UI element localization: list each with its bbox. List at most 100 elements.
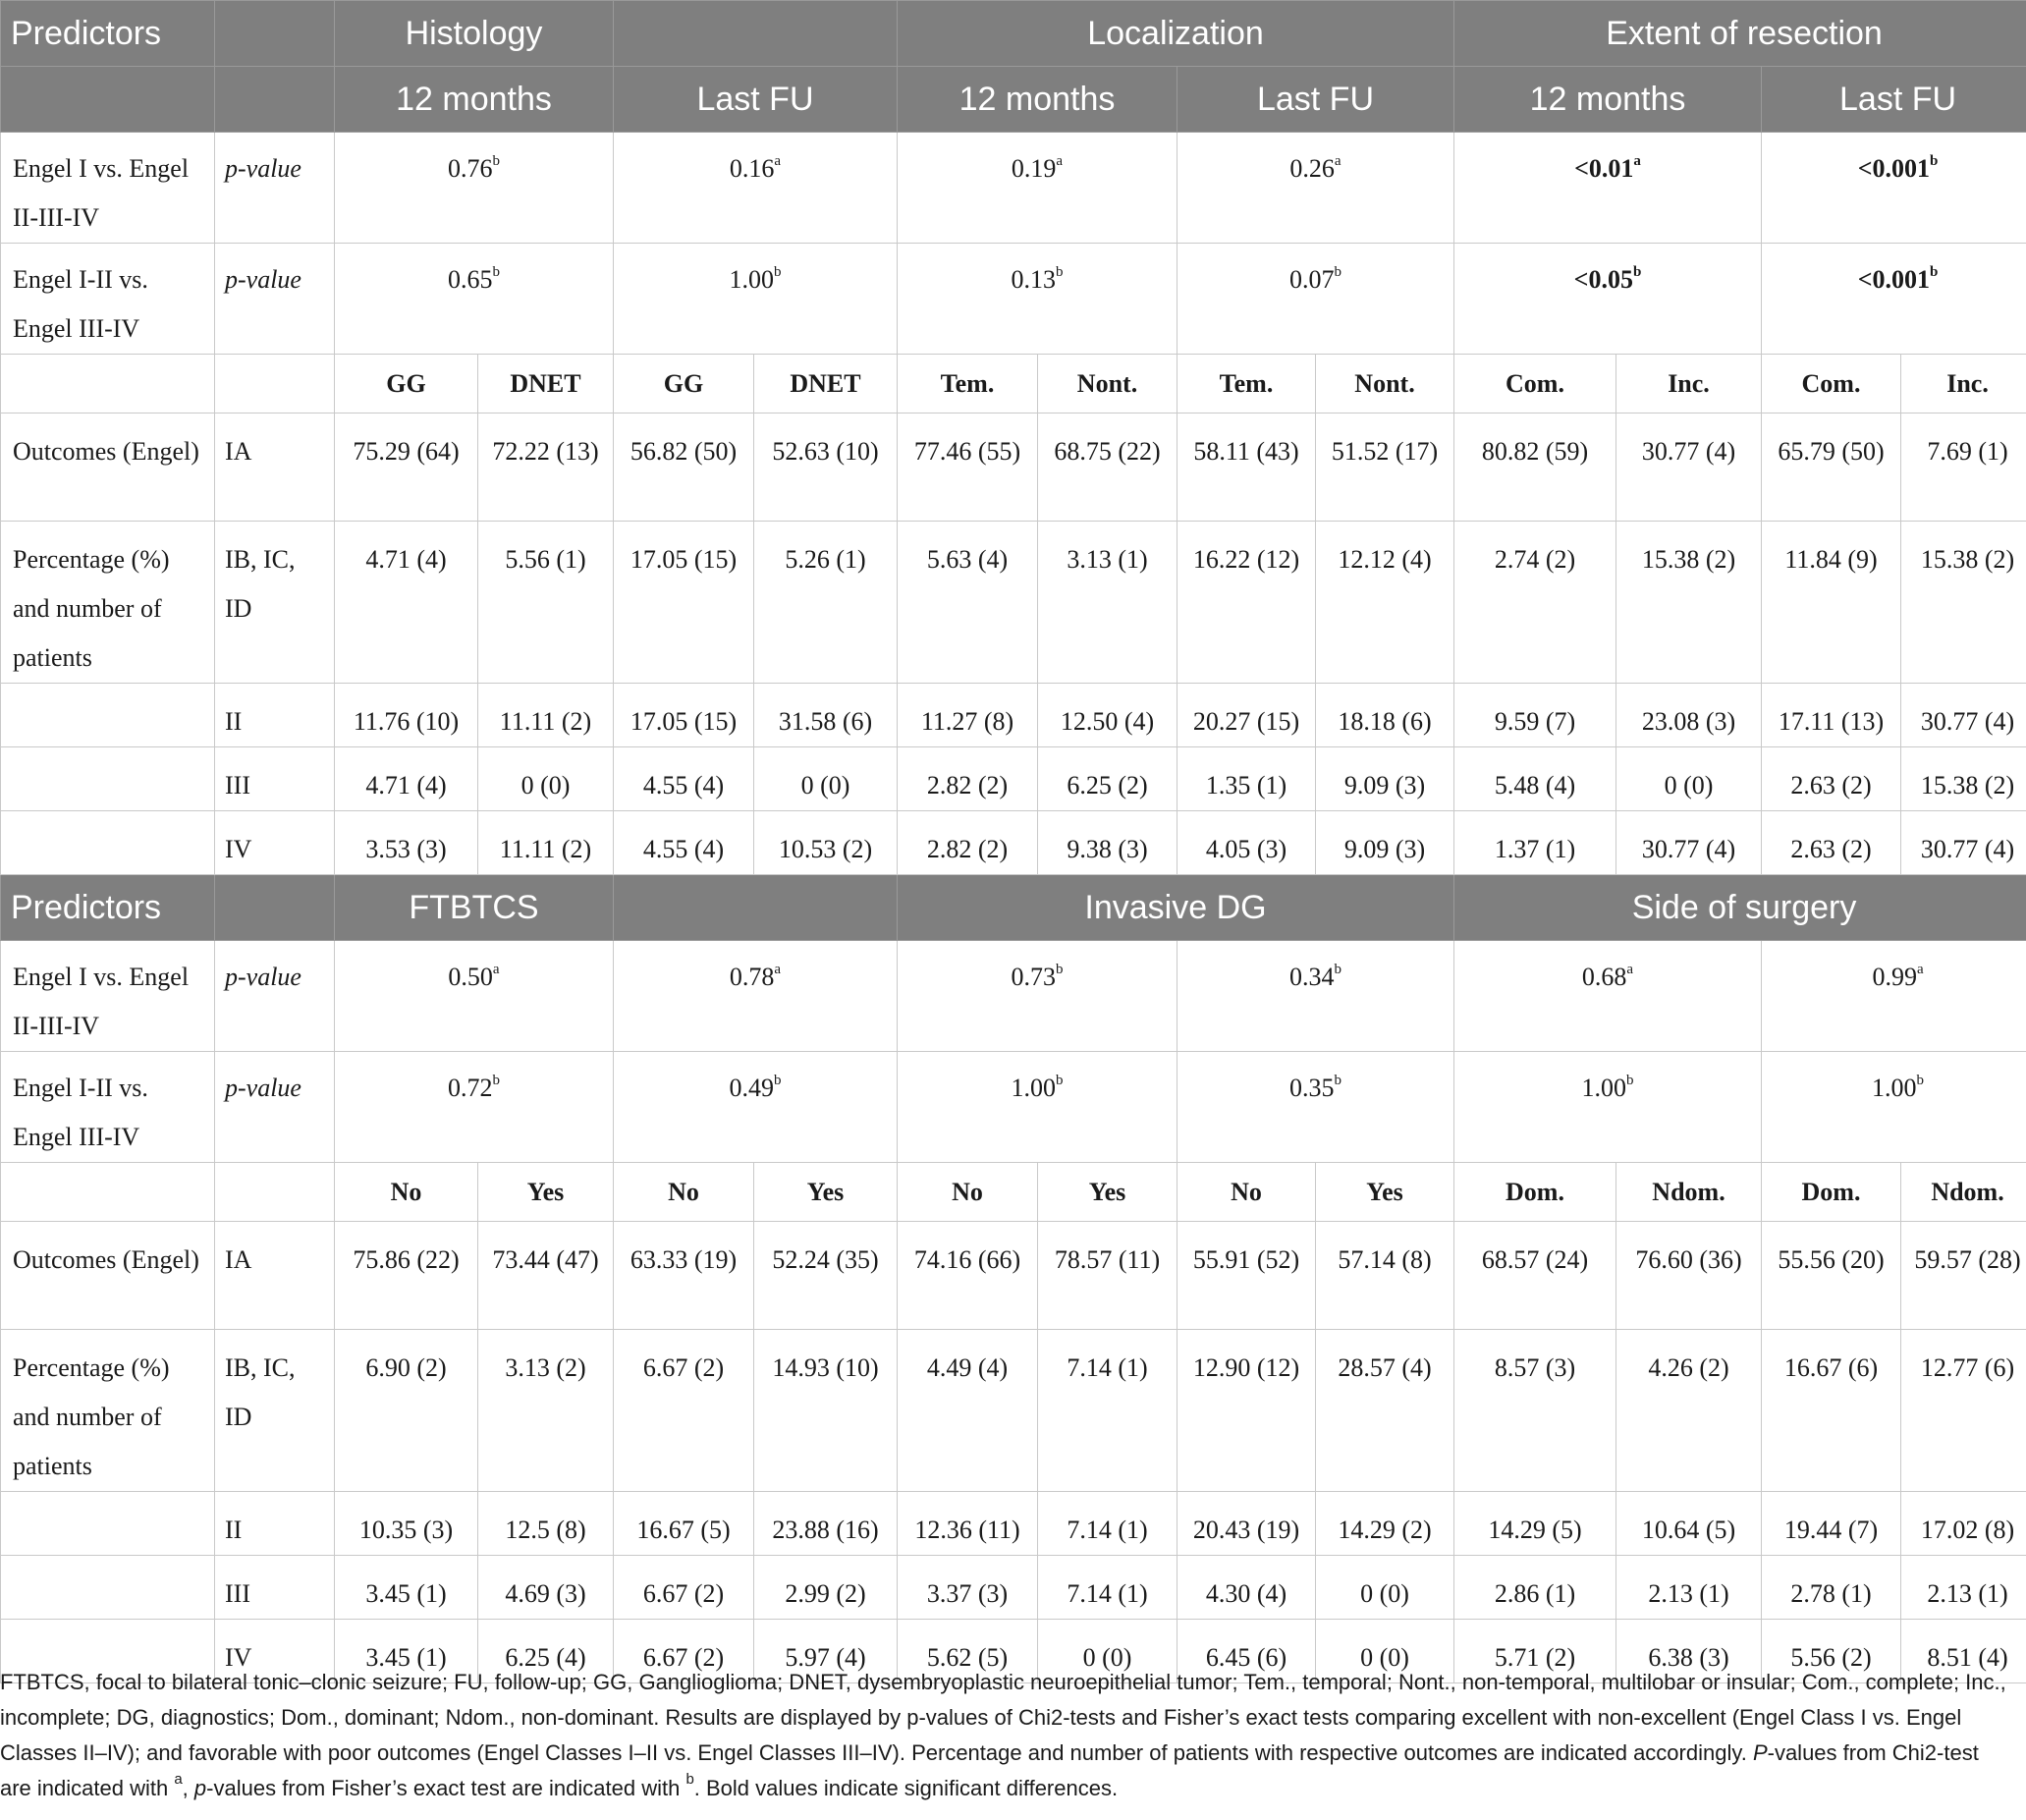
outcome-cell: 56.82 (50) — [613, 413, 754, 522]
subgroup-empty-cell — [0, 354, 215, 414]
pvalue-row: Engel I-II vs. Engel III-IV p-value 0.65b 1… — [0, 243, 2026, 355]
engel-class: III — [214, 1555, 335, 1620]
pvalue-cell: 0.35b — [1177, 1051, 1454, 1163]
subgroup-header: No — [613, 1162, 754, 1222]
engel-class: III — [214, 746, 335, 811]
outcome-cell: 20.27 (15) — [1177, 683, 1316, 747]
results-table: Predictors Histology Localization Extent of… — [0, 0, 2026, 1683]
outcome-cell: 15.38 (2) — [1899, 521, 2026, 684]
pvalue-cell: 0.13b — [897, 243, 1177, 355]
timepoint-header: Last FU — [613, 66, 898, 133]
outcome-cell: 1.35 (1) — [1177, 746, 1316, 811]
stat-label-text: p-value — [225, 265, 301, 294]
footnote-text-1: FTBTCS, focal to bilateral tonic–clonic … — [0, 1670, 2006, 1765]
predictors-header: Predictors — [0, 874, 215, 941]
pvalue-test-marker: b — [492, 1073, 501, 1088]
outcome-cell: 4.55 (4) — [613, 746, 754, 811]
pvalue-cell: <0.05b — [1453, 243, 1762, 355]
outcome-cell: 23.88 (16) — [753, 1491, 898, 1556]
subgroup-empty-cell — [0, 1162, 215, 1222]
group-header: Histology — [334, 0, 614, 67]
outcome-cell: 11.11 (2) — [477, 683, 614, 747]
timepoint-header: Last FU — [1760, 66, 2026, 133]
outcome-cell: 9.09 (3) — [1315, 746, 1454, 811]
outcome-cell: 9.09 (3) — [1315, 810, 1454, 875]
outcome-cell: 3.45 (1) — [334, 1619, 478, 1683]
outcome-cell: 30.77 (4) — [1899, 683, 2026, 747]
group-header-spacer — [613, 0, 898, 67]
pvalue-value: 1.00 — [1581, 1074, 1627, 1102]
outcome-cell: 57.14 (8) — [1315, 1221, 1454, 1330]
timepoint-header: 12 months — [334, 66, 614, 133]
outcome-cell: 19.44 (7) — [1761, 1491, 1901, 1556]
outcome-cell: 12.36 (11) — [897, 1491, 1038, 1556]
subgroup-header: DNET — [477, 354, 614, 414]
pvalue-cell: 0.78a — [613, 940, 898, 1052]
comparison-label: Engel I vs. Engel II-III-IV — [0, 940, 215, 1052]
subgroup-header: Ndom. — [1899, 1162, 2026, 1222]
pvalue-cell: 0.49b — [613, 1051, 898, 1163]
pvalue-value: <0.05 — [1573, 265, 1633, 294]
pvalue-value: 1.00 — [729, 265, 775, 294]
engel-class: IV — [214, 810, 335, 875]
pvalue-value: 0.16 — [729, 154, 775, 183]
subgroup-header: Nont. — [1037, 354, 1177, 414]
outcome-cell: 12.5 (8) — [477, 1491, 614, 1556]
outcome-cell: 52.63 (10) — [753, 413, 898, 522]
outcome-cell: 4.55 (4) — [613, 810, 754, 875]
outcome-cell: 2.13 (1) — [1615, 1555, 1762, 1620]
pvalue-value: 0.76 — [448, 154, 493, 183]
pvalue-value: 0.35 — [1289, 1074, 1335, 1102]
pvalue-test-marker: a — [774, 153, 782, 169]
pvalue-value: <0.01 — [1574, 154, 1634, 183]
outcome-cell: 4.71 (4) — [334, 746, 478, 811]
pvalue-cell: 0.07b — [1177, 243, 1454, 355]
outcome-row-label — [0, 683, 215, 747]
outcome-cell: 0 (0) — [1037, 1619, 1177, 1683]
subgroup-header: Inc. — [1899, 354, 2026, 414]
outcome-cell: 5.48 (4) — [1453, 746, 1616, 811]
subgroup-header: DNET — [753, 354, 898, 414]
outcome-cell: 6.67 (2) — [613, 1329, 754, 1492]
pvalue-test-marker: b — [774, 1073, 782, 1088]
pvalue-value: 0.26 — [1289, 154, 1335, 183]
pvalue-cell: 0.34b — [1177, 940, 1454, 1052]
outcome-row: Percentage (%) and number of patients IB,… — [0, 1329, 2026, 1492]
outcome-cell: 5.97 (4) — [753, 1619, 898, 1683]
outcome-cell: 51.52 (17) — [1315, 413, 1454, 522]
table-body: Predictors Histology Localization Extent of… — [0, 0, 2026, 1683]
outcome-row-label: Outcomes (Engel) — [0, 1221, 215, 1330]
outcome-cell: 12.77 (6) — [1899, 1329, 2026, 1492]
pvalue-row: Engel I vs. Engel II-III-IV p-value 0.76b 0… — [0, 132, 2026, 244]
subgroup-header: GG — [334, 354, 478, 414]
pvalue-value: <0.001 — [1857, 265, 1931, 294]
subgroup-header: Tem. — [897, 354, 1038, 414]
pvalue-value: 0.07 — [1289, 265, 1335, 294]
outcome-cell: 58.11 (43) — [1177, 413, 1316, 522]
pvalue-cell: 1.00b — [613, 243, 898, 355]
pvalue-value: 0.73 — [1011, 963, 1057, 991]
pvalue-test-marker: b — [1056, 1073, 1064, 1088]
header-empty-cell — [214, 874, 335, 941]
pvalue-test-marker: b — [1334, 962, 1342, 977]
stat-label: p-value — [214, 1051, 335, 1163]
outcome-cell: 4.69 (3) — [477, 1555, 614, 1620]
comparison-label: Engel I-II vs. Engel III-IV — [0, 243, 215, 355]
outcome-row: II 11.76 (10) 11.11 (2) 17.05 (15) 31.58 (6)… — [0, 683, 2026, 747]
engel-class: IV — [214, 1619, 335, 1683]
outcome-cell: 7.69 (1) — [1899, 413, 2026, 522]
group-header: Side of surgery — [1452, 874, 2026, 941]
stat-label: p-value — [214, 940, 335, 1052]
outcome-cell: 23.08 (3) — [1615, 683, 1762, 747]
pvalue-test-marker: b — [1930, 153, 1939, 169]
subgroup-header-row: No Yes No Yes No Yes No Yes Dom. Ndom. Dom. Ndom. — [0, 1162, 2026, 1222]
pvalue-test-marker: a — [1626, 962, 1634, 977]
outcome-cell: 11.27 (8) — [897, 683, 1038, 747]
outcome-cell: 4.30 (4) — [1177, 1555, 1316, 1620]
stat-label-text: p-value — [225, 963, 301, 991]
pvalue-test-marker: b — [492, 264, 501, 280]
outcome-row: III 4.71 (4) 0 (0) 4.55 (4) 0 (0) 2.82 (2) 6.2… — [0, 746, 2026, 811]
footnote-sup-b: b — [685, 1771, 694, 1788]
outcome-cell: 8.57 (3) — [1453, 1329, 1616, 1492]
group-header: Localization — [897, 0, 1454, 67]
